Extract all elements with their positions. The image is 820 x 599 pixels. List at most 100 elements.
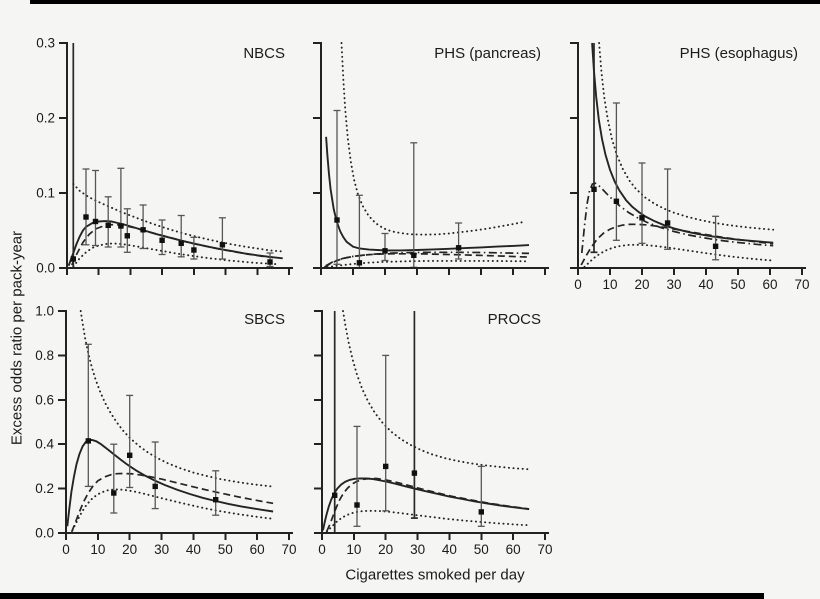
curve-dashdot-alternative-model-2 [580,182,774,254]
data-point [219,242,226,248]
x-tick-label: 30 [666,277,681,292]
data-point [191,247,197,253]
curve-dotted-lower-95ci [72,242,281,268]
data-point [127,452,133,458]
x-tick-label: 0 [574,277,582,292]
x-tick-label: 50 [218,542,233,557]
x-tick-label: 30 [154,542,169,557]
bottom-border-bar [0,593,764,599]
y-tick-label: 0.6 [35,392,54,407]
curve-dashed-alternative-model [70,472,274,533]
data-point [664,220,671,226]
curve-dotted-upper-95ci [340,42,527,236]
y-tick-label: 0.3 [36,36,55,51]
data-point [455,245,462,251]
axes [65,310,293,534]
curve-solid-fitted-model [66,439,274,527]
data-point [111,490,117,496]
y-tick-label: 0.2 [36,111,55,126]
curve-dashdot-alternative-model-2 [325,251,530,267]
curve-dotted-upper-95ci [79,310,275,488]
curve-solid-fitted-model [591,42,774,244]
x-tick-label: 50 [474,542,489,557]
x-tick-label: 70 [537,542,552,557]
data-point [334,217,340,223]
data-point [267,259,273,265]
curve-solid-fitted-model [325,136,530,252]
x-tick-label: 60 [762,277,777,292]
data-point [411,252,417,258]
curve-solid-fitted-model [322,477,530,531]
curve-dotted-lower-95ci [71,488,275,532]
data-point [92,218,99,225]
x-tick-label: 10 [346,542,361,557]
x-tick-label: 30 [410,542,425,557]
curve-dotted-upper-95ci [598,42,775,231]
data-point [213,497,219,503]
data-point [383,463,389,470]
panel-procs: 0 10 20 30 40 50 60 70 PROCS [314,310,553,557]
panel-title: SBCS [244,311,285,328]
panel-title: PHS (pancreas) [434,45,541,62]
x-tick-label: 0 [62,542,70,557]
curve-solid-fitted-model [67,220,283,267]
x-tick-label: 70 [281,542,296,557]
x-tick-label: 10 [90,542,105,557]
data-point [85,438,91,444]
panel-phs_pancreas: PHS (pancreas) [313,42,549,275]
x-tick-label: 60 [250,542,265,557]
panel-title: NBCS [243,45,285,62]
x-tick-label: 40 [442,542,457,557]
data-point [70,256,76,262]
y-tick-label: 0.4 [35,437,54,452]
x-tick-label: 10 [602,277,617,292]
x-tick-label: 20 [122,542,137,557]
data-point [712,243,719,249]
data-point [478,509,484,515]
x-tick-label: 0 [318,542,326,557]
data-point [382,248,388,254]
axes [577,42,806,269]
data-point [124,233,130,239]
y-tick-label: 0.8 [35,348,54,363]
curve-dashed-alternative-model [323,252,530,269]
panel-title: PROCS [488,311,541,328]
x-tick-label: 40 [186,542,201,557]
data-point [332,492,338,498]
data-point [118,223,124,229]
x-tick-label: 50 [730,277,745,292]
x-tick-label: 60 [506,542,521,557]
y-tick-label: 0.2 [35,481,54,496]
data-point [639,215,645,221]
data-point [83,214,89,220]
curve-dashed-alternative-model [580,223,774,266]
y-tick-label: 0.0 [36,261,55,276]
data-point [140,227,146,233]
data-point [178,240,184,246]
data-point [356,260,363,266]
data-point [613,198,620,204]
axes [321,310,549,534]
data-point [159,237,165,243]
panel-nbcs: 0.0 0.1 0.2 0.3 NBCS [36,36,293,276]
x-axis-label: Cigarettes smoked per day [345,566,525,584]
y-tick-label: 0.0 [35,526,54,541]
x-tick-label: 70 [794,277,809,292]
data-point [152,483,158,490]
top-border-bar [30,0,820,4]
panel-sbcs: 0.0 0.2 0.4 0.6 0.8 1.0 0 10 20 30 40 50 60 70 SBCS [35,304,296,558]
curve-dotted-upper-95ci [342,310,531,471]
curve-dotted-upper-95ci [72,183,284,253]
data-point [354,502,360,508]
y-tick-label: 1.0 [35,304,54,319]
axes [66,42,293,269]
x-tick-label: 40 [698,277,713,292]
panel-phs_esophagus: 0 10 20 30 40 50 60 70 PHS (esophagus) [570,42,810,292]
y-tick-label: 0.1 [36,186,55,201]
data-point [105,222,111,228]
panel-title: PHS (esophagus) [680,45,798,62]
y-axis-label: Excess odds ratio per pack-year [8,230,26,446]
curve-dotted-lower-95ci [583,243,775,268]
